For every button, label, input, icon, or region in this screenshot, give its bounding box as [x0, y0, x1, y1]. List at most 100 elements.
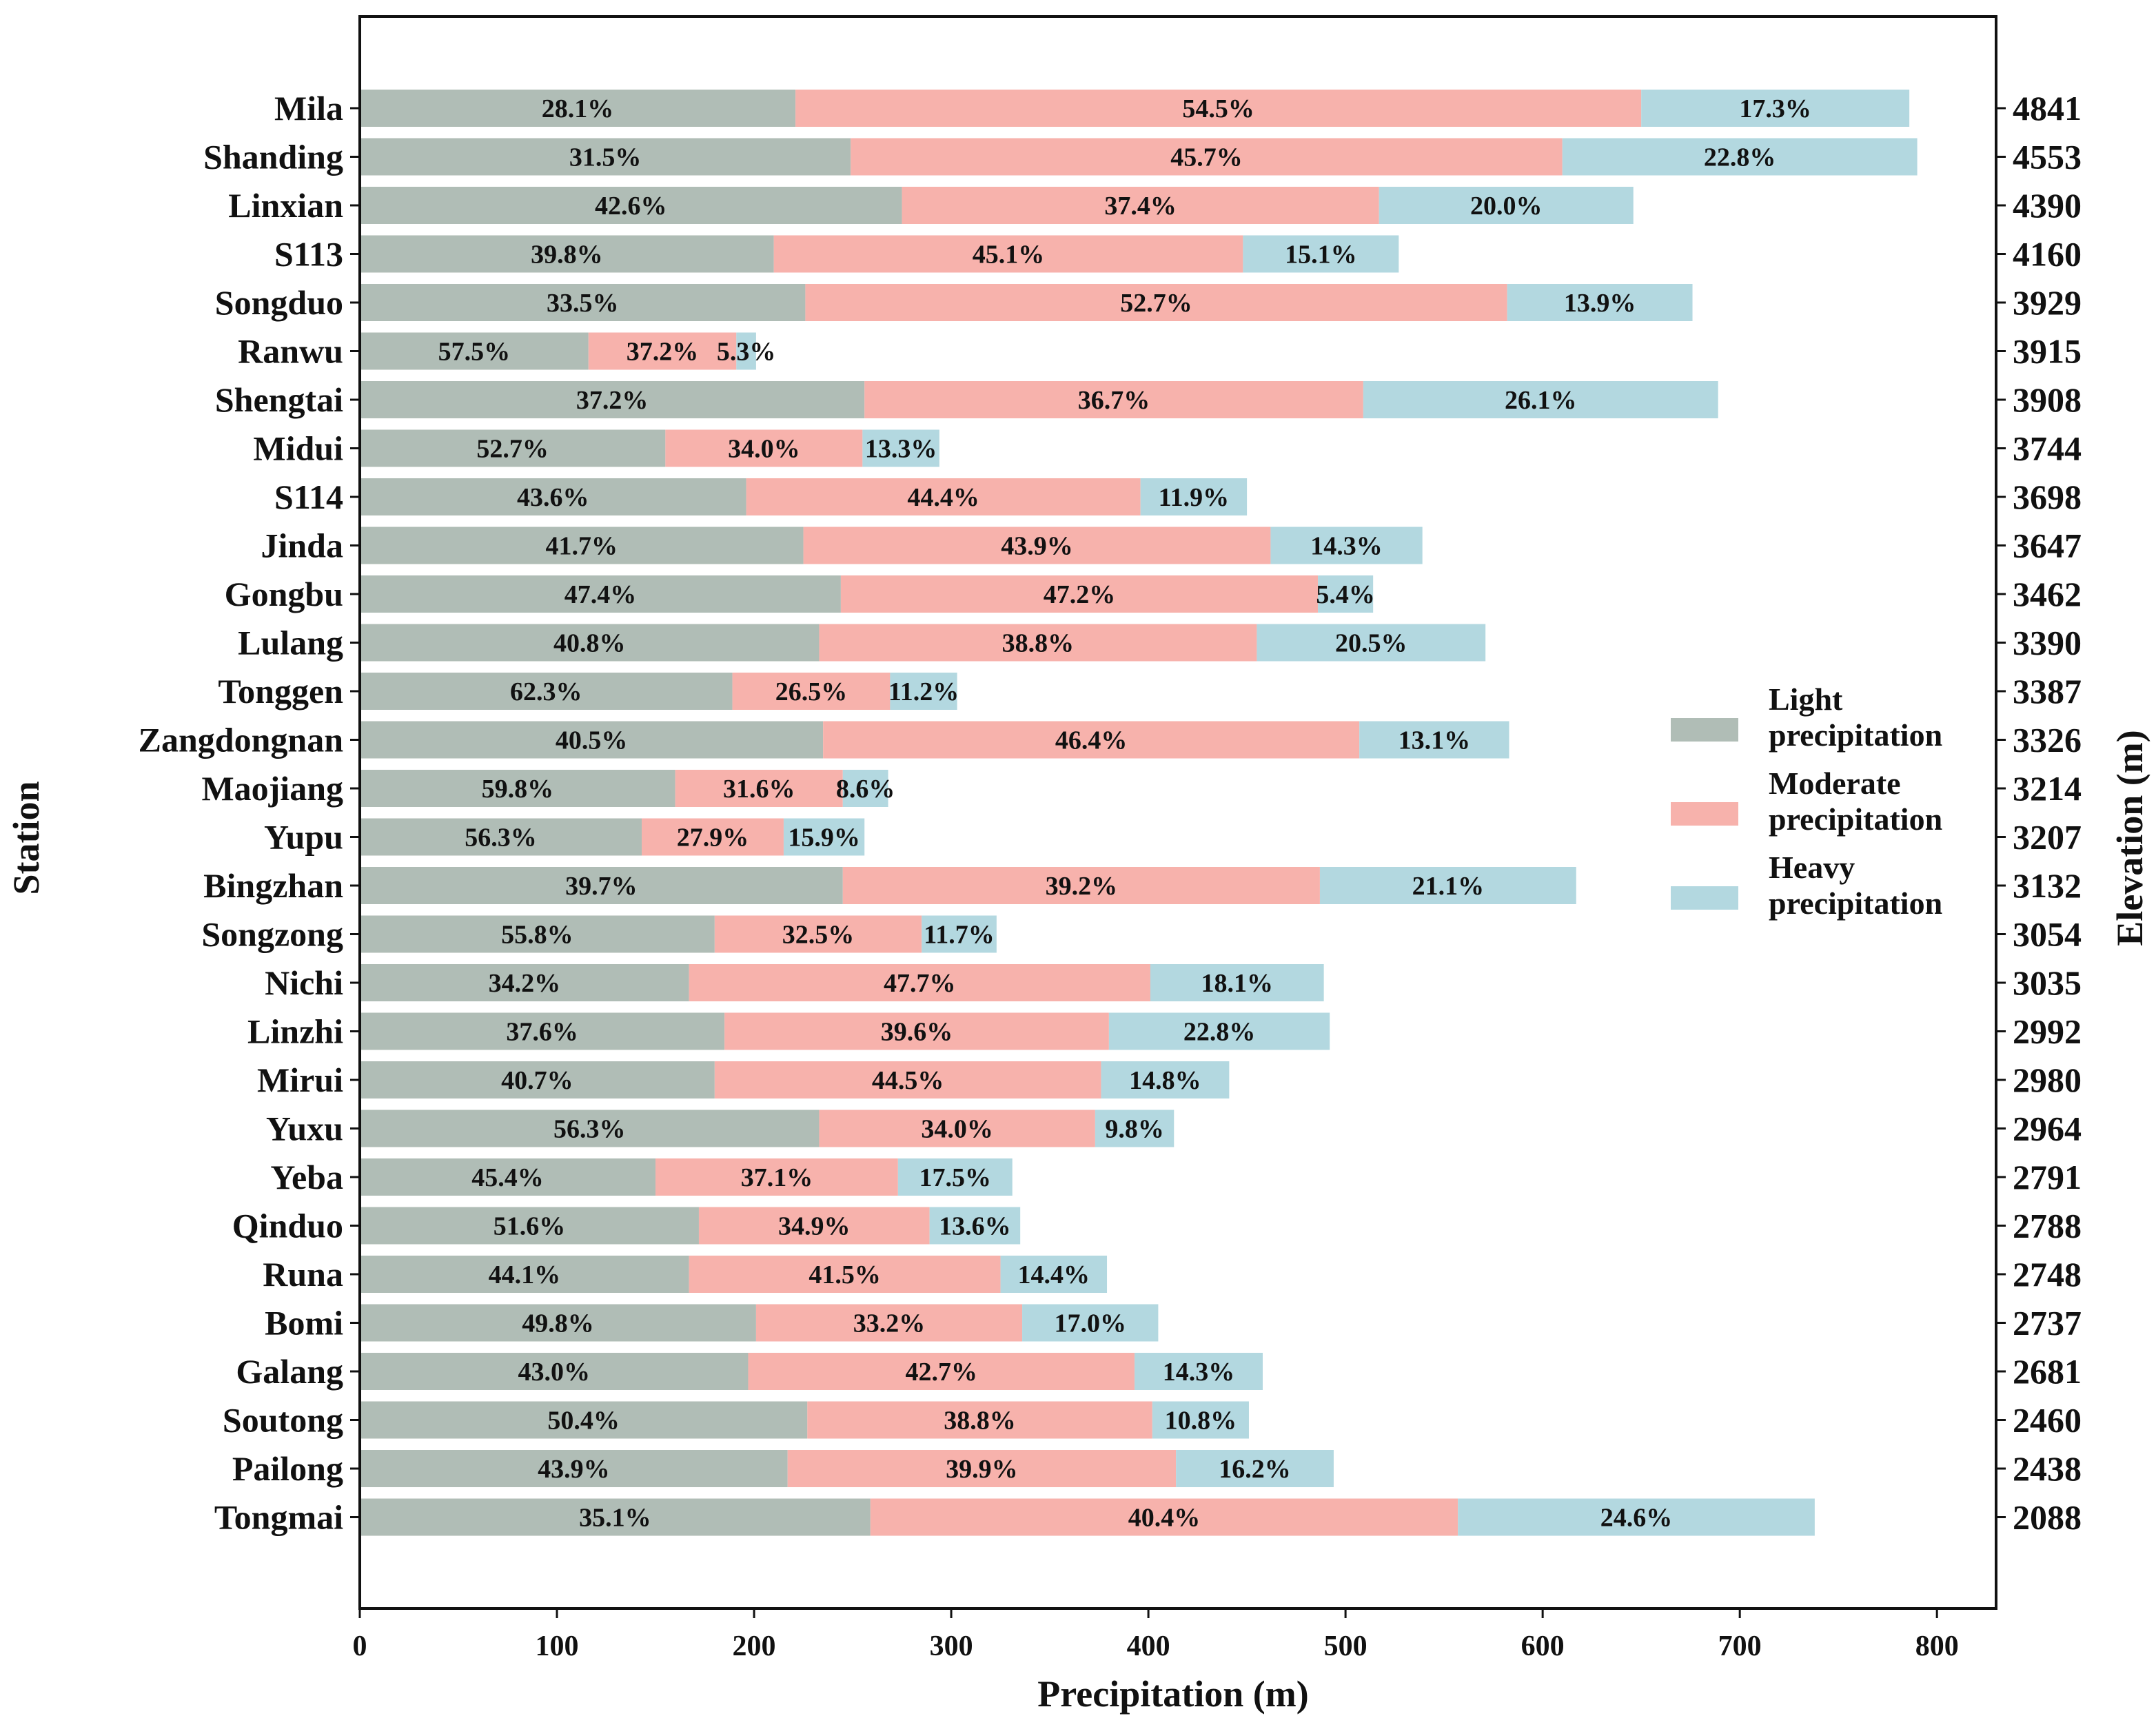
- bar-zangdongnan-heavy: [1359, 721, 1509, 759]
- elevation-label: 3132: [2013, 866, 2082, 905]
- elevation-label: 2791: [2013, 1158, 2082, 1196]
- bar-midui-light: [360, 429, 666, 467]
- bar-label: 47.2%: [1044, 580, 1116, 609]
- bar-bomi-heavy: [1022, 1304, 1159, 1342]
- bar-label: 41.7%: [546, 532, 618, 561]
- bar-label: 15.9%: [788, 824, 860, 852]
- station-label: Linxian: [228, 186, 343, 225]
- bar-label: 56.3%: [553, 1115, 626, 1144]
- bar-jinda-heavy: [1270, 527, 1423, 564]
- bar-songzong-heavy: [922, 915, 997, 953]
- elevation-label: 2748: [2013, 1255, 2082, 1294]
- x-tick-label: 200: [733, 1631, 776, 1662]
- bar-runa-moderate: [689, 1256, 1001, 1293]
- bar-runa-light: [360, 1256, 689, 1293]
- elevation-label: 2088: [2013, 1498, 2082, 1537]
- bar-tongmai-heavy: [1458, 1498, 1815, 1536]
- bar-label: 37.6%: [506, 1018, 578, 1047]
- bar-label: 43.0%: [518, 1358, 590, 1387]
- bar-songzong-moderate: [714, 915, 922, 953]
- bar-linxian-heavy: [1379, 187, 1634, 224]
- x-tick-label: 400: [1127, 1631, 1170, 1662]
- station-label: Yeba: [270, 1158, 343, 1196]
- bar-tonggen-heavy: [890, 673, 957, 710]
- bar-tonggen-light: [360, 673, 733, 710]
- bars-layer: 28.1% 54.5% 17.3% 31.5% 45.7% 22.8% 42.6% 37.4%…: [360, 90, 1918, 1536]
- elevation-label: 3054: [2013, 915, 2082, 954]
- bar-label: 40.4%: [1128, 1504, 1201, 1533]
- bar-label: 45.7%: [1170, 143, 1243, 172]
- x-axis-title: Precipitation (m): [1037, 1673, 1308, 1715]
- station-label: Nichi: [265, 963, 343, 1002]
- bar-yuxu-heavy: [1095, 1110, 1174, 1147]
- bar-bomi-moderate: [755, 1304, 1023, 1342]
- x-tick-label: 0: [353, 1631, 367, 1662]
- bar-label: 44.5%: [872, 1066, 944, 1095]
- elevation-label: 3207: [2013, 818, 2082, 857]
- elevation-label: 4553: [2013, 138, 2082, 176]
- bar-label: 22.8%: [1183, 1018, 1256, 1047]
- bar-soutong-moderate: [807, 1401, 1152, 1439]
- bar-label: 38.8%: [944, 1407, 1016, 1435]
- bar-yeba-heavy: [897, 1158, 1013, 1196]
- bar-label: 47.4%: [565, 580, 637, 609]
- station-label: S114: [274, 478, 343, 516]
- elevation-label: 4841: [2013, 89, 2082, 127]
- elevation-label: 2788: [2013, 1207, 2082, 1245]
- station-label: Lulang: [238, 624, 343, 662]
- bar-label: 46.4%: [1055, 726, 1128, 755]
- bar-mila-moderate: [795, 90, 1642, 127]
- bar-yuxu-light: [360, 1110, 820, 1147]
- bar-label: 14.3%: [1163, 1358, 1235, 1387]
- bar-tongmai-moderate: [870, 1498, 1458, 1536]
- bar-label: 40.7%: [501, 1066, 573, 1095]
- elevation-label: 2438: [2013, 1449, 2082, 1488]
- bar-jinda-light: [360, 527, 804, 564]
- elevation-label: 3698: [2013, 478, 2082, 516]
- station-label: Gongbu: [225, 575, 343, 613]
- bar-shengtai-heavy: [1363, 381, 1718, 418]
- bar-label: 37.2%: [576, 386, 649, 415]
- bar-label: 45.1%: [973, 241, 1045, 269]
- bar-s114-light: [360, 478, 746, 515]
- bar-label: 45.4%: [471, 1163, 544, 1192]
- station-label: Tongmai: [214, 1498, 343, 1537]
- x-tick-label: 800: [1915, 1631, 1959, 1662]
- bar-label: 28.1%: [542, 94, 614, 123]
- bar-qinduo-heavy: [929, 1207, 1021, 1245]
- station-ticks: Mila 4841 Shanding 4553 Linxian 4390 S113 4160 S…: [139, 89, 2082, 1537]
- station-label: Galang: [236, 1352, 343, 1391]
- bar-ranwu-light: [360, 332, 589, 370]
- bar-yupu-moderate: [642, 818, 784, 856]
- y-axis-title: Station: [6, 781, 47, 895]
- legend-label: precipitation: [1769, 801, 1942, 837]
- bar-label: 49.8%: [522, 1309, 594, 1338]
- bar-label: 26.5%: [775, 677, 848, 706]
- bar-label: 51.6%: [494, 1212, 566, 1241]
- elevation-label: 3035: [2013, 963, 2082, 1002]
- bar-label: 26.1%: [1505, 386, 1577, 415]
- bar-s114-heavy: [1140, 478, 1248, 515]
- bar-label: 33.2%: [853, 1309, 926, 1338]
- bar-zangdongnan-light: [360, 721, 824, 759]
- bar-label: 42.7%: [906, 1358, 978, 1387]
- station-label: Mila: [274, 89, 343, 127]
- bar-label: 31.5%: [569, 143, 642, 172]
- bar-label: 40.8%: [553, 629, 626, 658]
- bar-label: 17.0%: [1054, 1309, 1126, 1338]
- elevation-label: 3326: [2013, 721, 2082, 759]
- bar-label: 14.3%: [1310, 532, 1383, 561]
- bar-label: 35.1%: [579, 1504, 651, 1533]
- bar-label: 44.1%: [489, 1260, 561, 1289]
- bar-linxian-light: [360, 187, 902, 224]
- bar-lulang-heavy: [1257, 624, 1486, 662]
- bar-label: 37.4%: [1104, 192, 1177, 221]
- elevation-label: 3744: [2013, 429, 2082, 468]
- elevation-label: 3390: [2013, 624, 2082, 662]
- elevation-label: 3915: [2013, 332, 2082, 371]
- elevation-label: 3462: [2013, 575, 2082, 613]
- station-label: Ranwu: [238, 332, 343, 371]
- bar-label: 36.7%: [1078, 386, 1150, 415]
- station-label: Qinduo: [232, 1207, 343, 1245]
- bar-galang-heavy: [1135, 1353, 1263, 1390]
